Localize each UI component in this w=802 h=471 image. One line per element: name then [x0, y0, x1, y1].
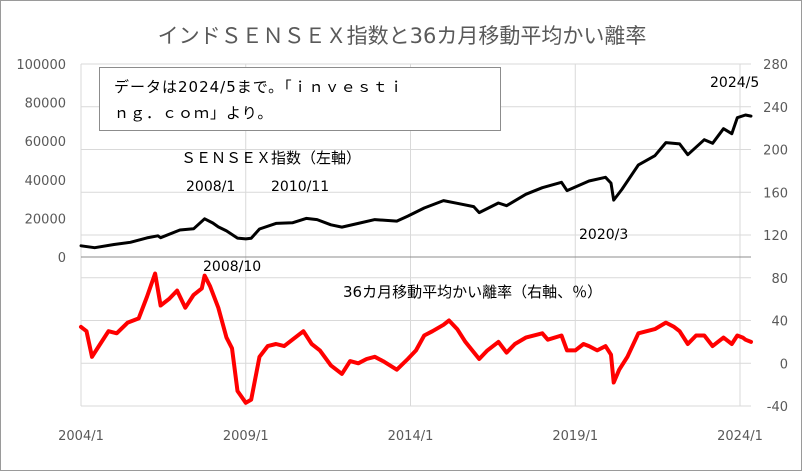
deviation-rate-line	[79, 271, 753, 405]
x-tick-label: 2019/1	[552, 429, 598, 444]
axes: 0 20000 40000 60000 80000 100000 -40 0 40 80 120 16…	[16, 58, 788, 444]
date-annotation: 2008/10	[203, 259, 261, 275]
y-right-tick-label: 280	[763, 58, 788, 73]
y-left-tick-label: 0	[58, 251, 66, 266]
series-lines	[79, 113, 753, 405]
y-right-tick-label: 80	[771, 272, 788, 287]
chart-title: インドＳＥＮＳＥＸ指数と36カ月移動平均かい離率	[158, 24, 647, 48]
date-annotation: 2024/5	[710, 75, 759, 91]
annotations: ＳＥＮＳＥＸ指数（左軸） 36カ月移動平均かい離率（右軸、％） 2008/1 2010…	[181, 75, 759, 301]
sensex-index-line	[79, 113, 753, 250]
y-right-tick-label: -40	[767, 400, 788, 415]
y-left-tick-label: 20000	[25, 212, 66, 227]
y-right-tick-label: 240	[763, 101, 788, 116]
y-right-tick-label: 0	[780, 357, 788, 372]
y-left-tick-label: 60000	[25, 135, 66, 150]
y-right-tick-label: 200	[763, 144, 788, 159]
y-left-tick-label: 100000	[16, 58, 66, 73]
y-left-tick-label: 40000	[25, 174, 66, 189]
note-line-1: データは2024/5まで。「ｉｎｖｅｓｔｉ	[114, 78, 405, 96]
x-tick-label: 2004/1	[58, 429, 104, 444]
sensex-series-label: ＳＥＮＳＥＸ指数（左軸）	[181, 149, 361, 167]
date-annotation: 2008/1	[186, 179, 235, 195]
note-line-2: ｎｇ．ｃｏｍ」より。	[114, 104, 274, 122]
y-left-tick-label: 80000	[25, 97, 66, 112]
date-annotation: 2010/11	[271, 179, 329, 195]
y-right-tick-label: 160	[763, 186, 788, 201]
y-right-tick-label: 40	[771, 315, 788, 330]
x-tick-label: 2024/1	[717, 429, 763, 444]
data-source-note: データは2024/5まで。「ｉｎｖｅｓｔｉ ｎｇ．ｃｏｍ」より。	[99, 67, 501, 131]
deviation-series-label: 36カ月移動平均かい離率（右軸、％）	[343, 283, 602, 301]
x-tick-label: 2009/1	[223, 429, 269, 444]
x-tick-label: 2014/1	[388, 429, 434, 444]
date-annotation: 2020/3	[579, 227, 628, 243]
y-right-tick-label: 120	[763, 229, 788, 244]
